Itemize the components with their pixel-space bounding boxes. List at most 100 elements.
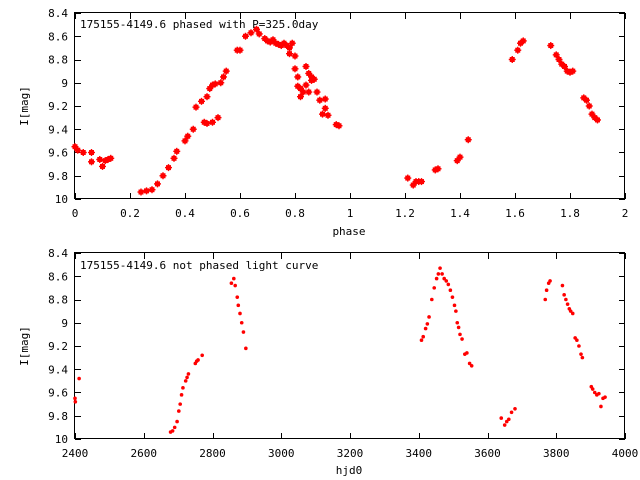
phased-data-point	[585, 102, 593, 110]
phased-data-point	[291, 65, 299, 73]
unphased-data-point	[448, 288, 453, 293]
unphased-data-point	[235, 295, 240, 299]
phased-y-axis-label: I[mag]	[18, 86, 31, 126]
phased-data-point	[255, 30, 263, 38]
phased-chart-title: 175155-4149.6 phased with P=325.0day	[80, 18, 319, 31]
phased-data-point	[203, 93, 211, 101]
y-tick-label: 8.4	[48, 247, 68, 260]
phased-data-point	[418, 178, 425, 186]
unphased-data-point	[185, 375, 189, 380]
phased-axis-ticks	[75, 13, 626, 200]
unphased-data-point	[425, 322, 430, 326]
unphased-data-point	[233, 283, 237, 288]
phased-data-point	[324, 111, 332, 119]
y-tick-label: 9.6	[48, 147, 68, 160]
unphased-data-point	[454, 309, 458, 313]
unphased-data-point	[444, 279, 449, 283]
unphased-y-axis-label: I[mag]	[18, 326, 31, 366]
unphased-data-point	[509, 410, 514, 415]
x-tick-label: 1.6	[505, 207, 525, 220]
phased-data-points	[71, 25, 601, 196]
x-tick-label: 1.8	[560, 207, 580, 220]
unphased-data-point	[177, 409, 181, 413]
phased-data-point	[302, 81, 310, 89]
x-tick-label: 3800	[543, 447, 570, 460]
phased-data-point	[253, 25, 260, 33]
unphased-data-point	[450, 295, 455, 299]
unphased-data-point	[577, 344, 581, 348]
phased-data-point	[508, 56, 516, 63]
unphased-data-point	[452, 303, 457, 308]
phased-data-point	[173, 147, 181, 155]
unphased-data-point	[568, 309, 573, 313]
phased-data-point	[222, 67, 230, 75]
phased-data-point	[192, 103, 200, 111]
phased-data-point	[286, 50, 293, 58]
unphased-data-point	[513, 406, 517, 411]
unphased-data-point	[565, 302, 570, 306]
unphased-data-point	[592, 390, 597, 395]
phased-data-point	[99, 162, 106, 170]
unphased-data-point	[186, 372, 191, 376]
x-tick-label: 0	[72, 207, 79, 220]
phased-data-point	[198, 97, 205, 105]
unphased-data-point	[239, 320, 244, 325]
unphased-data-point	[590, 387, 595, 391]
phased-data-point	[209, 118, 216, 126]
phased-data-point	[211, 80, 219, 88]
unphased-plot-frame	[74, 252, 625, 439]
phased-data-point	[236, 46, 244, 54]
y-tick-label: 9.2	[48, 100, 68, 113]
phased-data-point	[555, 56, 563, 63]
phased-data-point	[291, 52, 299, 60]
x-tick-label: 4000	[612, 447, 639, 460]
unphased-data-point	[504, 419, 509, 424]
phased-data-point	[319, 110, 326, 118]
unphased-data-point	[432, 286, 437, 290]
phased-data-point	[552, 51, 560, 59]
y-tick-label: 8.6	[48, 30, 68, 43]
phased-data-point	[305, 88, 313, 96]
x-tick-label: 2	[622, 207, 629, 220]
x-tick-label: 0.6	[230, 207, 250, 220]
unphased-data-point	[456, 325, 461, 330]
unphased-data-point	[77, 376, 81, 381]
unphased-data-point	[465, 351, 469, 355]
y-tick-label: 10	[55, 193, 68, 206]
phased-data-point	[148, 186, 156, 194]
unphased-data-point	[434, 276, 439, 281]
phased-data-point	[297, 93, 304, 101]
unphased-data-point	[438, 266, 442, 270]
y-tick-label: 10	[55, 433, 68, 446]
unphased-data-point	[244, 346, 248, 351]
phased-data-point	[404, 174, 412, 182]
unphased-data-point	[455, 320, 460, 325]
phased-data-point	[214, 114, 222, 122]
phased-data-point	[159, 172, 167, 180]
y-tick-label: 9.8	[48, 170, 68, 183]
unphased-data-point	[236, 303, 241, 308]
phased-data-point	[294, 73, 302, 81]
y-tick-label: 9.4	[48, 123, 68, 136]
phased-data-point	[74, 146, 82, 154]
unphased-data-point	[446, 282, 451, 287]
x-tick-label: 2400	[62, 447, 89, 460]
x-tick-label: 2600	[131, 447, 158, 460]
phased-data-point	[184, 132, 192, 140]
unphased-data-point	[575, 338, 579, 342]
phased-data-point	[143, 187, 150, 195]
phased-data-point	[583, 96, 590, 104]
unphased-data-point	[597, 391, 601, 396]
x-tick-label: 0.4	[175, 207, 195, 220]
phased-data-point	[313, 88, 321, 96]
phased-data-point	[181, 137, 189, 145]
x-tick-label: 3400	[406, 447, 433, 460]
unphased-data-point	[544, 288, 549, 293]
unphased-data-point	[73, 400, 78, 404]
phased-data-point	[321, 104, 329, 112]
unphased-data-point	[467, 361, 472, 366]
phased-data-point	[456, 153, 464, 161]
phased-data-point	[288, 39, 296, 47]
y-tick-label: 9.8	[48, 410, 68, 423]
unphased-data-point	[421, 334, 426, 339]
